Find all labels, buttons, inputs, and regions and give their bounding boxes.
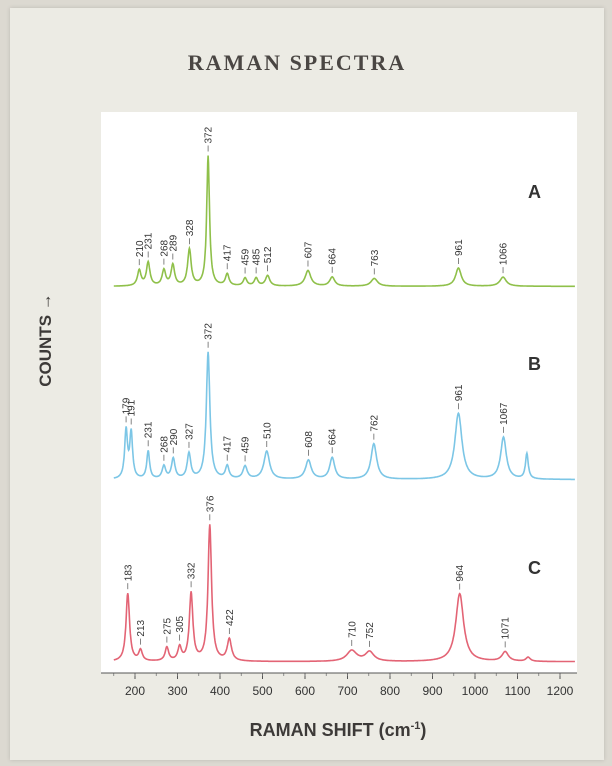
series-line-C bbox=[113, 524, 576, 663]
peak-label: 332 bbox=[187, 562, 198, 579]
x-tick-label: 1100 bbox=[505, 684, 531, 698]
x-axis-label-close: ) bbox=[420, 720, 427, 740]
peak-label: 268 bbox=[159, 436, 170, 453]
series-label-B: B bbox=[528, 354, 541, 374]
x-axis-label-exponent: -1 bbox=[410, 720, 421, 732]
peak-label: 327 bbox=[185, 423, 196, 440]
x-tick-label: 300 bbox=[167, 684, 187, 698]
peak-label: 328 bbox=[185, 219, 196, 236]
series-label-C: C bbox=[528, 558, 541, 578]
peak-label: 417 bbox=[223, 244, 234, 261]
series-line-B bbox=[113, 351, 575, 481]
series-label-A: A bbox=[528, 182, 541, 202]
x-tick-label: 900 bbox=[422, 684, 442, 698]
peak-label: 961 bbox=[454, 384, 465, 401]
peak-label: 763 bbox=[370, 249, 381, 266]
peak-label: 231 bbox=[144, 421, 155, 438]
peak-label: 191 bbox=[127, 399, 138, 416]
x-tick-label: 500 bbox=[252, 684, 272, 698]
peak-label: 964 bbox=[455, 564, 466, 581]
x-tick-label: 700 bbox=[337, 684, 357, 698]
chart-title: RAMAN SPECTRA bbox=[187, 50, 407, 75]
peak-label: 664 bbox=[328, 248, 339, 265]
peak-label: 422 bbox=[225, 609, 236, 626]
x-axis-label: RAMAN SHIFT (cm-1) bbox=[0, 720, 612, 741]
peak-label: 710 bbox=[347, 621, 358, 638]
peak-label: 510 bbox=[262, 422, 273, 439]
peak-label: 268 bbox=[159, 239, 170, 256]
peak-label: 1071 bbox=[501, 617, 512, 640]
peak-label: 210 bbox=[135, 240, 146, 257]
peak-label: 607 bbox=[304, 241, 315, 258]
peak-label: 1066 bbox=[499, 242, 510, 265]
x-tick-label: 1200 bbox=[547, 684, 574, 698]
x-axis-label-main: RAMAN SHIFT (cm bbox=[249, 720, 411, 740]
peak-label: 376 bbox=[205, 495, 216, 512]
series-line-A bbox=[113, 155, 575, 288]
peak-label: 608 bbox=[304, 431, 315, 448]
x-tick-label: 600 bbox=[295, 684, 315, 698]
peak-label: 664 bbox=[328, 428, 339, 445]
x-tick-label: 200 bbox=[125, 684, 145, 698]
peak-label: 372 bbox=[204, 126, 215, 143]
peak-label: 752 bbox=[365, 622, 376, 639]
peak-label: 512 bbox=[263, 246, 274, 263]
x-tick-label: 1000 bbox=[462, 684, 489, 698]
plot-area bbox=[101, 112, 577, 673]
peak-label: 1067 bbox=[499, 402, 510, 425]
peak-label: 179 bbox=[122, 397, 133, 414]
x-tick-label: 400 bbox=[210, 684, 230, 698]
peak-label: 459 bbox=[241, 248, 252, 265]
peak-label: 485 bbox=[252, 248, 263, 265]
peak-label: 275 bbox=[162, 617, 173, 634]
peak-label: 213 bbox=[136, 619, 147, 636]
peak-label: 290 bbox=[169, 428, 180, 445]
x-tick-label: 800 bbox=[380, 684, 400, 698]
peak-label: 459 bbox=[241, 436, 252, 453]
peak-label: 305 bbox=[175, 615, 186, 632]
peak-label: 289 bbox=[168, 234, 179, 251]
peak-label: 183 bbox=[123, 564, 134, 581]
peak-label: 762 bbox=[369, 414, 380, 431]
peak-label: 231 bbox=[144, 232, 155, 249]
peak-label: 961 bbox=[454, 239, 465, 256]
peak-label: 372 bbox=[204, 323, 215, 340]
peak-label: 417 bbox=[223, 435, 234, 452]
